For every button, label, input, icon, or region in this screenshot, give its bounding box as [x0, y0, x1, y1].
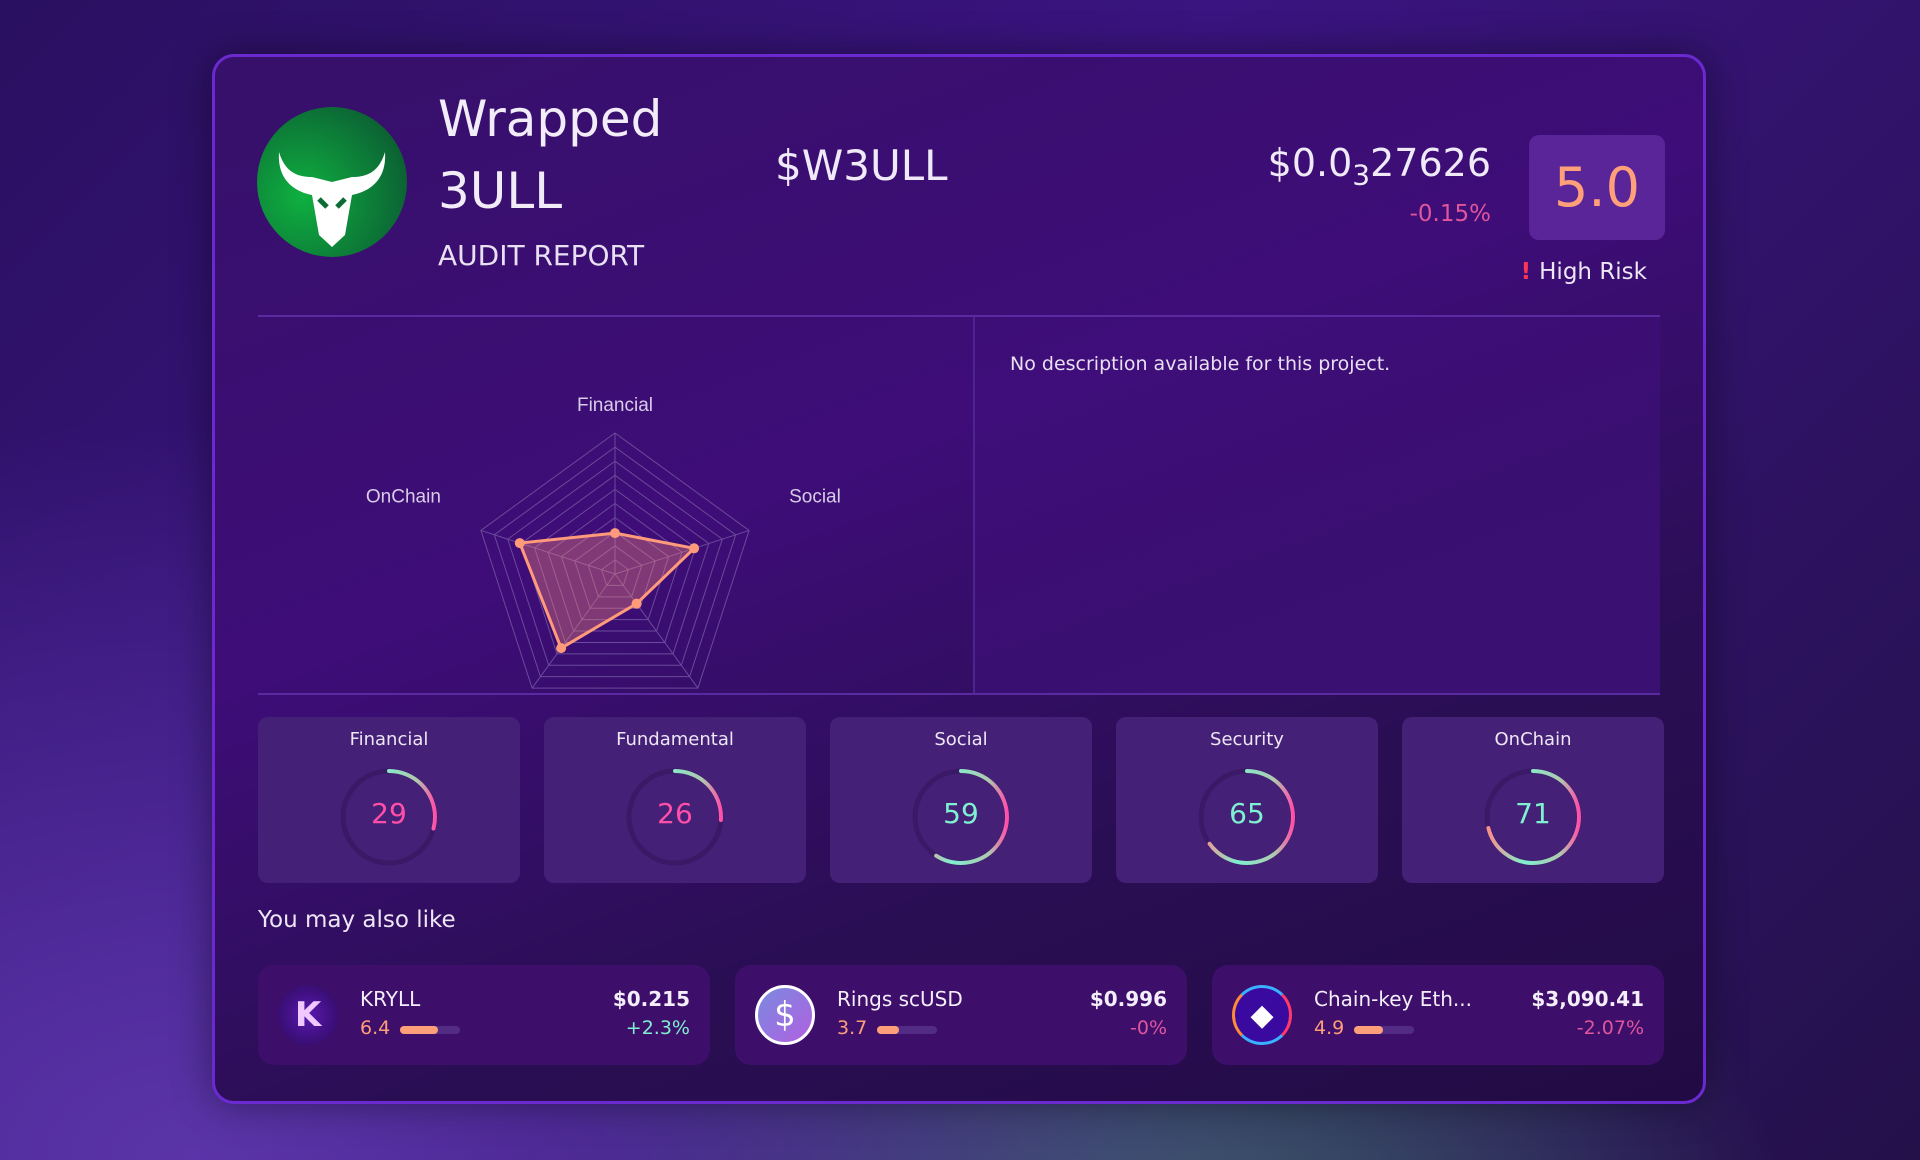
radar-axis-label: Financial	[577, 395, 653, 416]
radar-axis-line	[614, 529, 750, 575]
score-card-security: Security 65	[1116, 717, 1378, 883]
token-price: $0.996	[1089, 987, 1167, 1011]
radar-grid-ring	[533, 488, 697, 643]
radar-grid-ring	[507, 460, 723, 666]
score-card-social: Social 59	[830, 717, 1092, 883]
radar-grid-ring	[493, 446, 737, 678]
score-arc	[1485, 769, 1581, 865]
radar-grid-ring	[601, 559, 629, 586]
kryll-icon: K	[278, 985, 338, 1045]
recommendation-card[interactable]: K KRYLL 6.4 $0.215 +2.3%	[258, 965, 710, 1065]
radar-grid-ring	[520, 474, 710, 655]
token-name: Chain-key Eth...	[1314, 987, 1472, 1011]
radar-point	[514, 538, 525, 549]
score-label: Financial	[349, 729, 429, 750]
token-change: -2.07%	[1576, 1017, 1644, 1039]
score-label: Social	[934, 729, 988, 750]
radar-point	[610, 528, 620, 539]
audit-report-card: Wrapped 3ULL AUDIT REPORT $W3ULL $0.03276…	[212, 54, 1706, 1104]
warning-icon: !	[1520, 259, 1532, 285]
radar-grid-ring	[574, 531, 656, 609]
score-arc	[341, 769, 437, 865]
ethereum-icon: ◆	[1232, 985, 1292, 1045]
radar-chart: FinancialSocialFundamentalSecurityOnChai…	[366, 395, 841, 689]
radar-axis-line	[480, 529, 616, 575]
score-label: OnChain	[1494, 729, 1572, 750]
price: $0.0327626	[1267, 141, 1491, 192]
token-change: +2.3%	[625, 1017, 690, 1039]
radar-point	[631, 598, 642, 609]
token-name: KRYLL	[360, 987, 421, 1011]
bull-icon	[278, 152, 386, 247]
score-value: 71	[1515, 797, 1551, 830]
score-gauge	[340, 768, 438, 866]
divider	[258, 315, 1660, 317]
radar-axis-label: OnChain	[366, 486, 441, 507]
dollar-icon: $	[755, 985, 815, 1045]
description-panel	[975, 317, 1660, 693]
token-change: -0%	[1130, 1017, 1167, 1039]
score-value: 59	[943, 797, 979, 830]
report-subtitle: AUDIT REPORT	[438, 239, 645, 272]
radar-grid-ring	[480, 432, 750, 689]
score-gauge	[1484, 768, 1582, 866]
score-arc	[1199, 769, 1295, 865]
radar-axis-line	[531, 573, 616, 689]
radar-series-area	[518, 531, 696, 650]
radar-point	[556, 643, 567, 654]
token-rating: 4.9	[1314, 1017, 1345, 1039]
score-gauge	[626, 768, 724, 866]
project-logo	[257, 107, 407, 257]
score-label: Fundamental	[616, 729, 734, 750]
radar-grid-ring	[587, 545, 643, 598]
score-card-financial: Financial 29	[258, 717, 520, 883]
risk-badge: ! High Risk	[1520, 259, 1647, 285]
rating-bar	[1354, 1026, 1414, 1034]
score-gauge	[1198, 768, 1296, 866]
divider	[973, 317, 975, 693]
radar-axis-line	[614, 573, 699, 689]
score-value: 29	[371, 797, 407, 830]
project-name: Wrapped 3ULL	[438, 90, 663, 220]
token-price: $0.215	[612, 987, 690, 1011]
score-card-fundamental: Fundamental 26	[544, 717, 806, 883]
token-rating: 3.7	[837, 1017, 868, 1039]
recommendation-card[interactable]: $ Rings scUSD 3.7 $0.996 -0%	[735, 965, 1187, 1065]
price-change: -0.15%	[1409, 201, 1491, 227]
score-value: 65	[1229, 797, 1265, 830]
score-value: 26	[657, 797, 693, 830]
recommendation-card[interactable]: ◆ Chain-key Eth... 4.9 $3,090.41 -2.07%	[1212, 965, 1664, 1065]
score-arc	[913, 769, 1009, 865]
token-name: Rings scUSD	[837, 987, 963, 1011]
radar-point	[689, 543, 700, 554]
score-gauge	[912, 768, 1010, 866]
also-like-heading: You may also like	[258, 907, 456, 933]
divider	[258, 693, 1660, 695]
score-card-onchain: OnChain 71	[1402, 717, 1664, 883]
score-cards: Financial 29 Fundamental 26 Social 59 Secur…	[258, 717, 1664, 883]
token-rating: 6.4	[360, 1017, 391, 1039]
radar-axis-label: Social	[789, 486, 841, 507]
score-arc	[627, 769, 723, 865]
rating-bar	[400, 1026, 460, 1034]
ticker-symbol: $W3ULL	[775, 141, 948, 190]
overall-score: 5.0	[1529, 135, 1665, 240]
recommendations: K KRYLL 6.4 $0.215 +2.3% $ Rings scUSD 3.7 …	[258, 965, 1664, 1065]
project-description: No description available for this projec…	[1010, 353, 1391, 375]
score-label: Security	[1210, 729, 1284, 750]
rating-bar	[877, 1026, 937, 1034]
radar-grid-ring	[560, 516, 670, 621]
token-price: $3,090.41	[1531, 987, 1644, 1011]
